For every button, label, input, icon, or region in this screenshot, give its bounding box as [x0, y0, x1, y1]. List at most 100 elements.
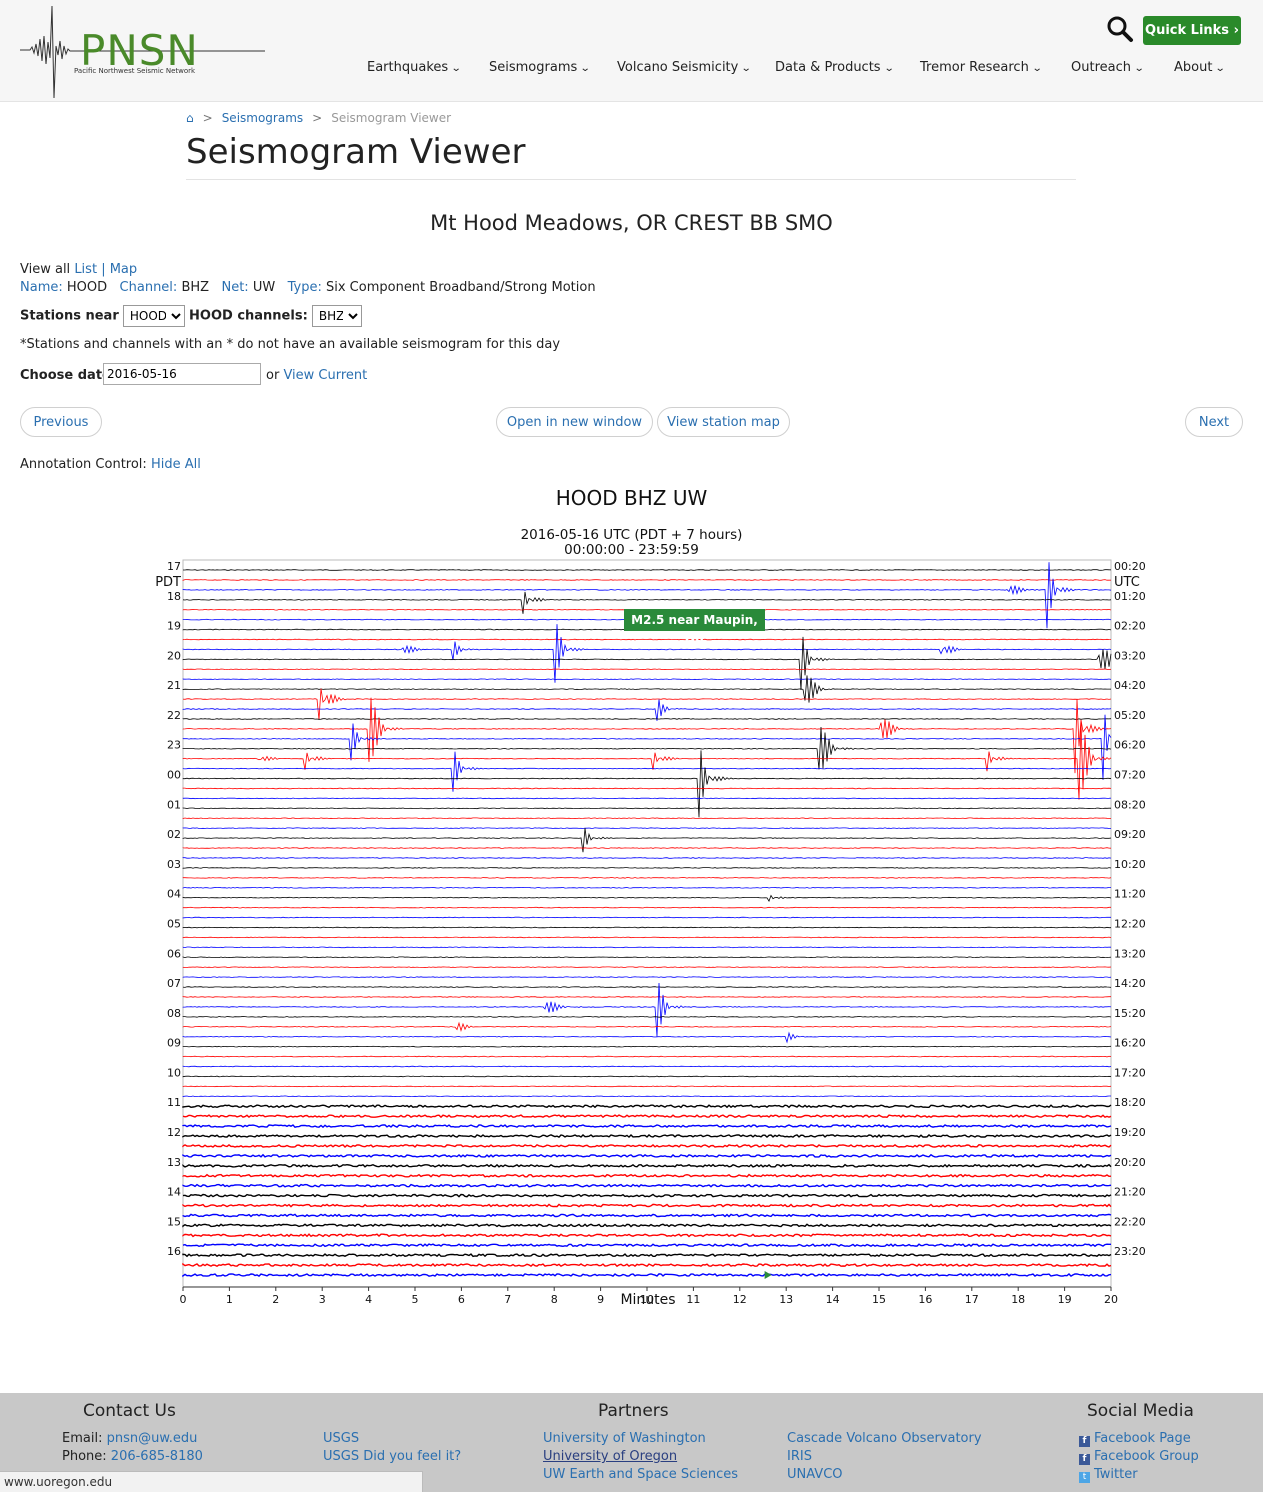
partner-iris[interactable]: IRIS: [787, 1449, 812, 1464]
nav-label: About: [1174, 60, 1213, 75]
utc-tick-label: 00:20: [1114, 560, 1146, 573]
partner-usgs[interactable]: USGS: [323, 1431, 360, 1446]
home-icon[interactable]: ⌂: [186, 111, 194, 125]
station-type: Six Component Broadband/Strong Motion: [325, 280, 596, 295]
previous-button[interactable]: Previous: [20, 407, 102, 437]
nav-seismograms[interactable]: Seismograms ⌄: [489, 60, 591, 75]
trace-line: [182, 1143, 1112, 1148]
view-all-list-link[interactable]: List: [74, 262, 98, 277]
view-all-map-link[interactable]: Map: [109, 262, 138, 277]
hide-all-link[interactable]: Hide All: [150, 457, 201, 472]
trace-line: [182, 721, 1112, 800]
utc-tick-label: 17:20: [1114, 1066, 1146, 1079]
annotation-label: Annotation Control:: [20, 457, 147, 472]
chevron-down-icon: ⌄: [1133, 63, 1145, 74]
station-net: UW: [252, 280, 276, 295]
nav-tremor-research[interactable]: Tremor Research ⌄: [920, 60, 1042, 75]
date-input[interactable]: [103, 363, 261, 385]
trace-line: [182, 1016, 1112, 1018]
contact-phone: Phone: 206-685-8180: [62, 1449, 203, 1464]
trace-line: [182, 886, 1111, 889]
nav-label: Outreach: [1071, 60, 1131, 75]
trace-line: [182, 1095, 1111, 1098]
nav-outreach[interactable]: Outreach ⌄: [1071, 60, 1145, 75]
trace-line: [182, 624, 1112, 683]
chevron-down-icon: ⌄: [883, 63, 895, 74]
pdt-tick-label: 22: [167, 709, 181, 722]
pdt-tick-label: 19: [167, 620, 181, 633]
utc-tick-label: 21:20: [1114, 1186, 1146, 1199]
seismograph-logo-icon: [20, 6, 265, 98]
trace-line: [182, 750, 1112, 818]
station-name: HOOD: [66, 280, 108, 295]
logo-subtitle: Pacific Northwest Seismic Network: [74, 67, 196, 75]
partner-usgs-dyfi[interactable]: USGS Did you feel it?: [323, 1449, 462, 1464]
next-button[interactable]: Next: [1185, 407, 1243, 437]
pdt-tick-label: 04: [167, 888, 181, 901]
chevron-down-icon: ⌄: [741, 63, 753, 74]
utc-tick-label: 09:20: [1114, 828, 1146, 841]
trace-line: [182, 1223, 1112, 1228]
partner-uw[interactable]: University of Washington: [543, 1431, 706, 1446]
logo-text: PNSN: [80, 26, 199, 75]
trace-line: [182, 562, 1112, 629]
social-twitter[interactable]: t Twitter: [1079, 1467, 1138, 1483]
partner-unavco[interactable]: UNAVCO: [787, 1467, 843, 1482]
choose-date-label: Choose date: [20, 368, 111, 383]
breadcrumb-seismograms[interactable]: Seismograms: [221, 111, 304, 125]
channels-select[interactable]: BHZ: [311, 305, 362, 327]
x-axis-label: Minutes: [620, 1292, 676, 1308]
x-tick-label: 5: [412, 1293, 419, 1306]
stations-near-select[interactable]: HOOD: [122, 305, 185, 327]
utc-axis-label: UTC: [1114, 575, 1140, 590]
trace-line: [182, 1233, 1112, 1238]
social-facebook-group[interactable]: f Facebook Group: [1079, 1449, 1199, 1465]
utc-tick-label: 15:20: [1114, 1007, 1146, 1020]
trace-line: [182, 966, 1112, 968]
trace-line: [182, 817, 1111, 820]
search-icon[interactable]: [1106, 15, 1134, 43]
trace-line: [182, 1173, 1112, 1178]
view-current-link[interactable]: View Current: [283, 368, 368, 383]
name-label: Name:: [20, 280, 63, 295]
partners-heading: Partners: [598, 1401, 669, 1421]
pnsn-logo[interactable]: PNSN Pacific Northwest Seismic Network: [20, 6, 265, 98]
station-channel: BHZ: [181, 280, 210, 295]
partner-cvo[interactable]: Cascade Volcano Observatory: [787, 1431, 982, 1446]
utc-tick-label: 14:20: [1114, 977, 1146, 990]
x-tick-label: 16: [918, 1293, 932, 1306]
view-station-map-button[interactable]: View station map: [657, 407, 790, 437]
trace-line: [182, 894, 1112, 903]
facebook-group-link[interactable]: Facebook Group: [1094, 1449, 1199, 1464]
trace-line: [182, 1104, 1112, 1109]
main-nav: Earthquakes ⌄ Seismograms ⌄ Volcano Seismi…: [350, 60, 1250, 80]
email-link[interactable]: pnsn@uw.edu: [106, 1431, 198, 1446]
type-label: Type:: [287, 280, 322, 295]
pdt-tick-label: 07: [167, 977, 181, 990]
utc-tick-label: 07:20: [1114, 769, 1146, 782]
trace-line: [182, 1153, 1112, 1158]
current-time-marker: [764, 1271, 772, 1280]
quick-links-button[interactable]: Quick Links ›: [1143, 16, 1241, 45]
nav-volcano-seismicity[interactable]: Volcano Seismicity ⌄: [617, 60, 753, 75]
open-new-window-button[interactable]: Open in new window: [496, 407, 653, 437]
trace-line: [182, 579, 1112, 581]
trace-line: [182, 857, 1112, 859]
utc-tick-label: 04:20: [1114, 679, 1146, 692]
nav-earthquakes[interactable]: Earthquakes ⌄: [367, 60, 462, 75]
event-annotation[interactable]: M2.5 near Maupin, OR: [624, 609, 765, 649]
social-facebook-page[interactable]: f Facebook Page: [1079, 1431, 1191, 1447]
nav-data-products[interactable]: Data & Products ⌄: [775, 60, 895, 75]
trace-line: [182, 1273, 1112, 1278]
trace-line: [182, 675, 1111, 703]
partner-uw-ess[interactable]: UW Earth and Space Sciences: [543, 1467, 738, 1482]
trace-line: [182, 751, 1112, 792]
trace-line: [182, 1163, 1112, 1168]
twitter-link[interactable]: Twitter: [1094, 1467, 1138, 1482]
partner-uoregon[interactable]: University of Oregon: [543, 1449, 678, 1464]
trace-line: [182, 1262, 1112, 1268]
facebook-page-link[interactable]: Facebook Page: [1094, 1431, 1191, 1446]
x-tick-label: 9: [597, 1293, 604, 1306]
nav-about[interactable]: About ⌄: [1174, 60, 1226, 75]
phone-link[interactable]: 206-685-8180: [110, 1449, 203, 1464]
